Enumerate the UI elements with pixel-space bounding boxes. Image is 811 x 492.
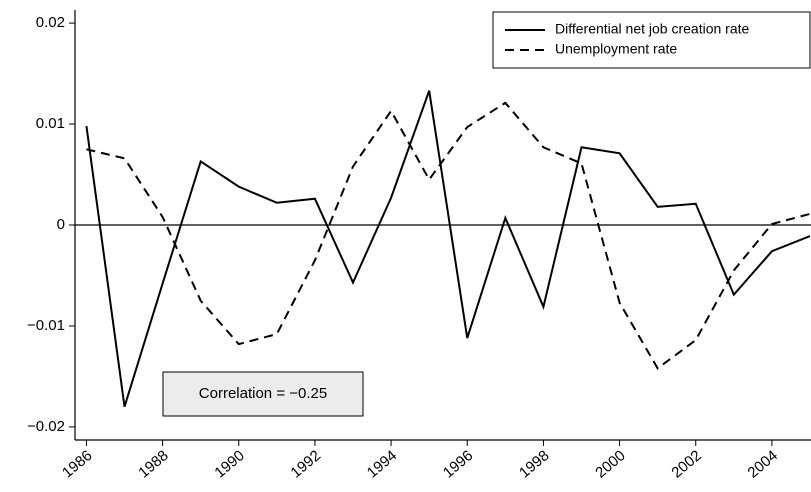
x-tick-label: 2000 xyxy=(592,447,628,481)
y-tick-label: 0.02 xyxy=(36,14,65,31)
x-tick-label: 1988 xyxy=(135,447,171,481)
x-tick-label: 1994 xyxy=(364,447,400,481)
x-tick-label: 1992 xyxy=(288,447,324,481)
legend-label: Unemployment rate xyxy=(555,41,677,57)
y-tick-label: −0.01 xyxy=(27,317,65,334)
series-line xyxy=(86,101,811,370)
x-tick-label: 1990 xyxy=(211,447,247,481)
legend-box xyxy=(492,11,811,69)
x-tick-label: 1986 xyxy=(59,447,95,481)
y-tick-label: −0.02 xyxy=(27,418,65,435)
x-tick-label: 2004 xyxy=(745,447,781,481)
legend-label: Differential net job creation rate xyxy=(555,21,750,37)
annotation: Correlation = −0.25 xyxy=(199,385,327,402)
y-tick-label: 0 xyxy=(57,216,65,233)
x-tick-label: 2002 xyxy=(668,447,704,481)
annotation-box xyxy=(162,371,364,417)
x-tick-label: 1996 xyxy=(440,447,476,481)
y-tick-label: 0.01 xyxy=(36,115,65,132)
series-line xyxy=(85,90,811,408)
x-tick-label: 1998 xyxy=(516,447,552,481)
